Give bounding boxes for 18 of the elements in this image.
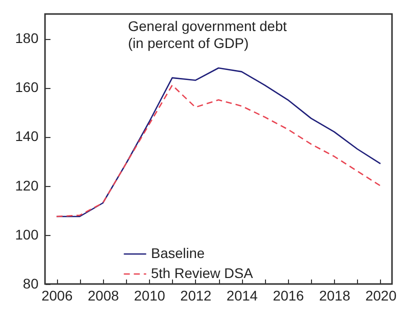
- x-tick-label: 2006: [41, 288, 73, 304]
- legend-label: 5th Review DSA: [151, 265, 254, 281]
- y-tick-label: 80: [22, 276, 39, 292]
- text: (in percent of GDP): [128, 35, 249, 51]
- x-tick-label: 2014: [226, 288, 258, 304]
- x-tick-label: 2020: [365, 288, 397, 304]
- x-tick-label: 2012: [180, 288, 212, 304]
- y-tick-label: 120: [15, 177, 39, 194]
- y-tick-label: 180: [15, 30, 39, 46]
- x-tick-label: 2018: [319, 288, 350, 304]
- x-tick-label: 2016: [272, 288, 304, 304]
- y-tick-label: 160: [15, 79, 39, 96]
- chart-title: General government debt: [128, 18, 287, 34]
- y-tick-label: 140: [15, 128, 39, 144]
- x-tick-label: 2008: [88, 288, 120, 304]
- y-tick-label: 100: [15, 226, 39, 242]
- x-tick-label: 2010: [134, 288, 166, 304]
- legend-label: Baseline: [151, 245, 205, 261]
